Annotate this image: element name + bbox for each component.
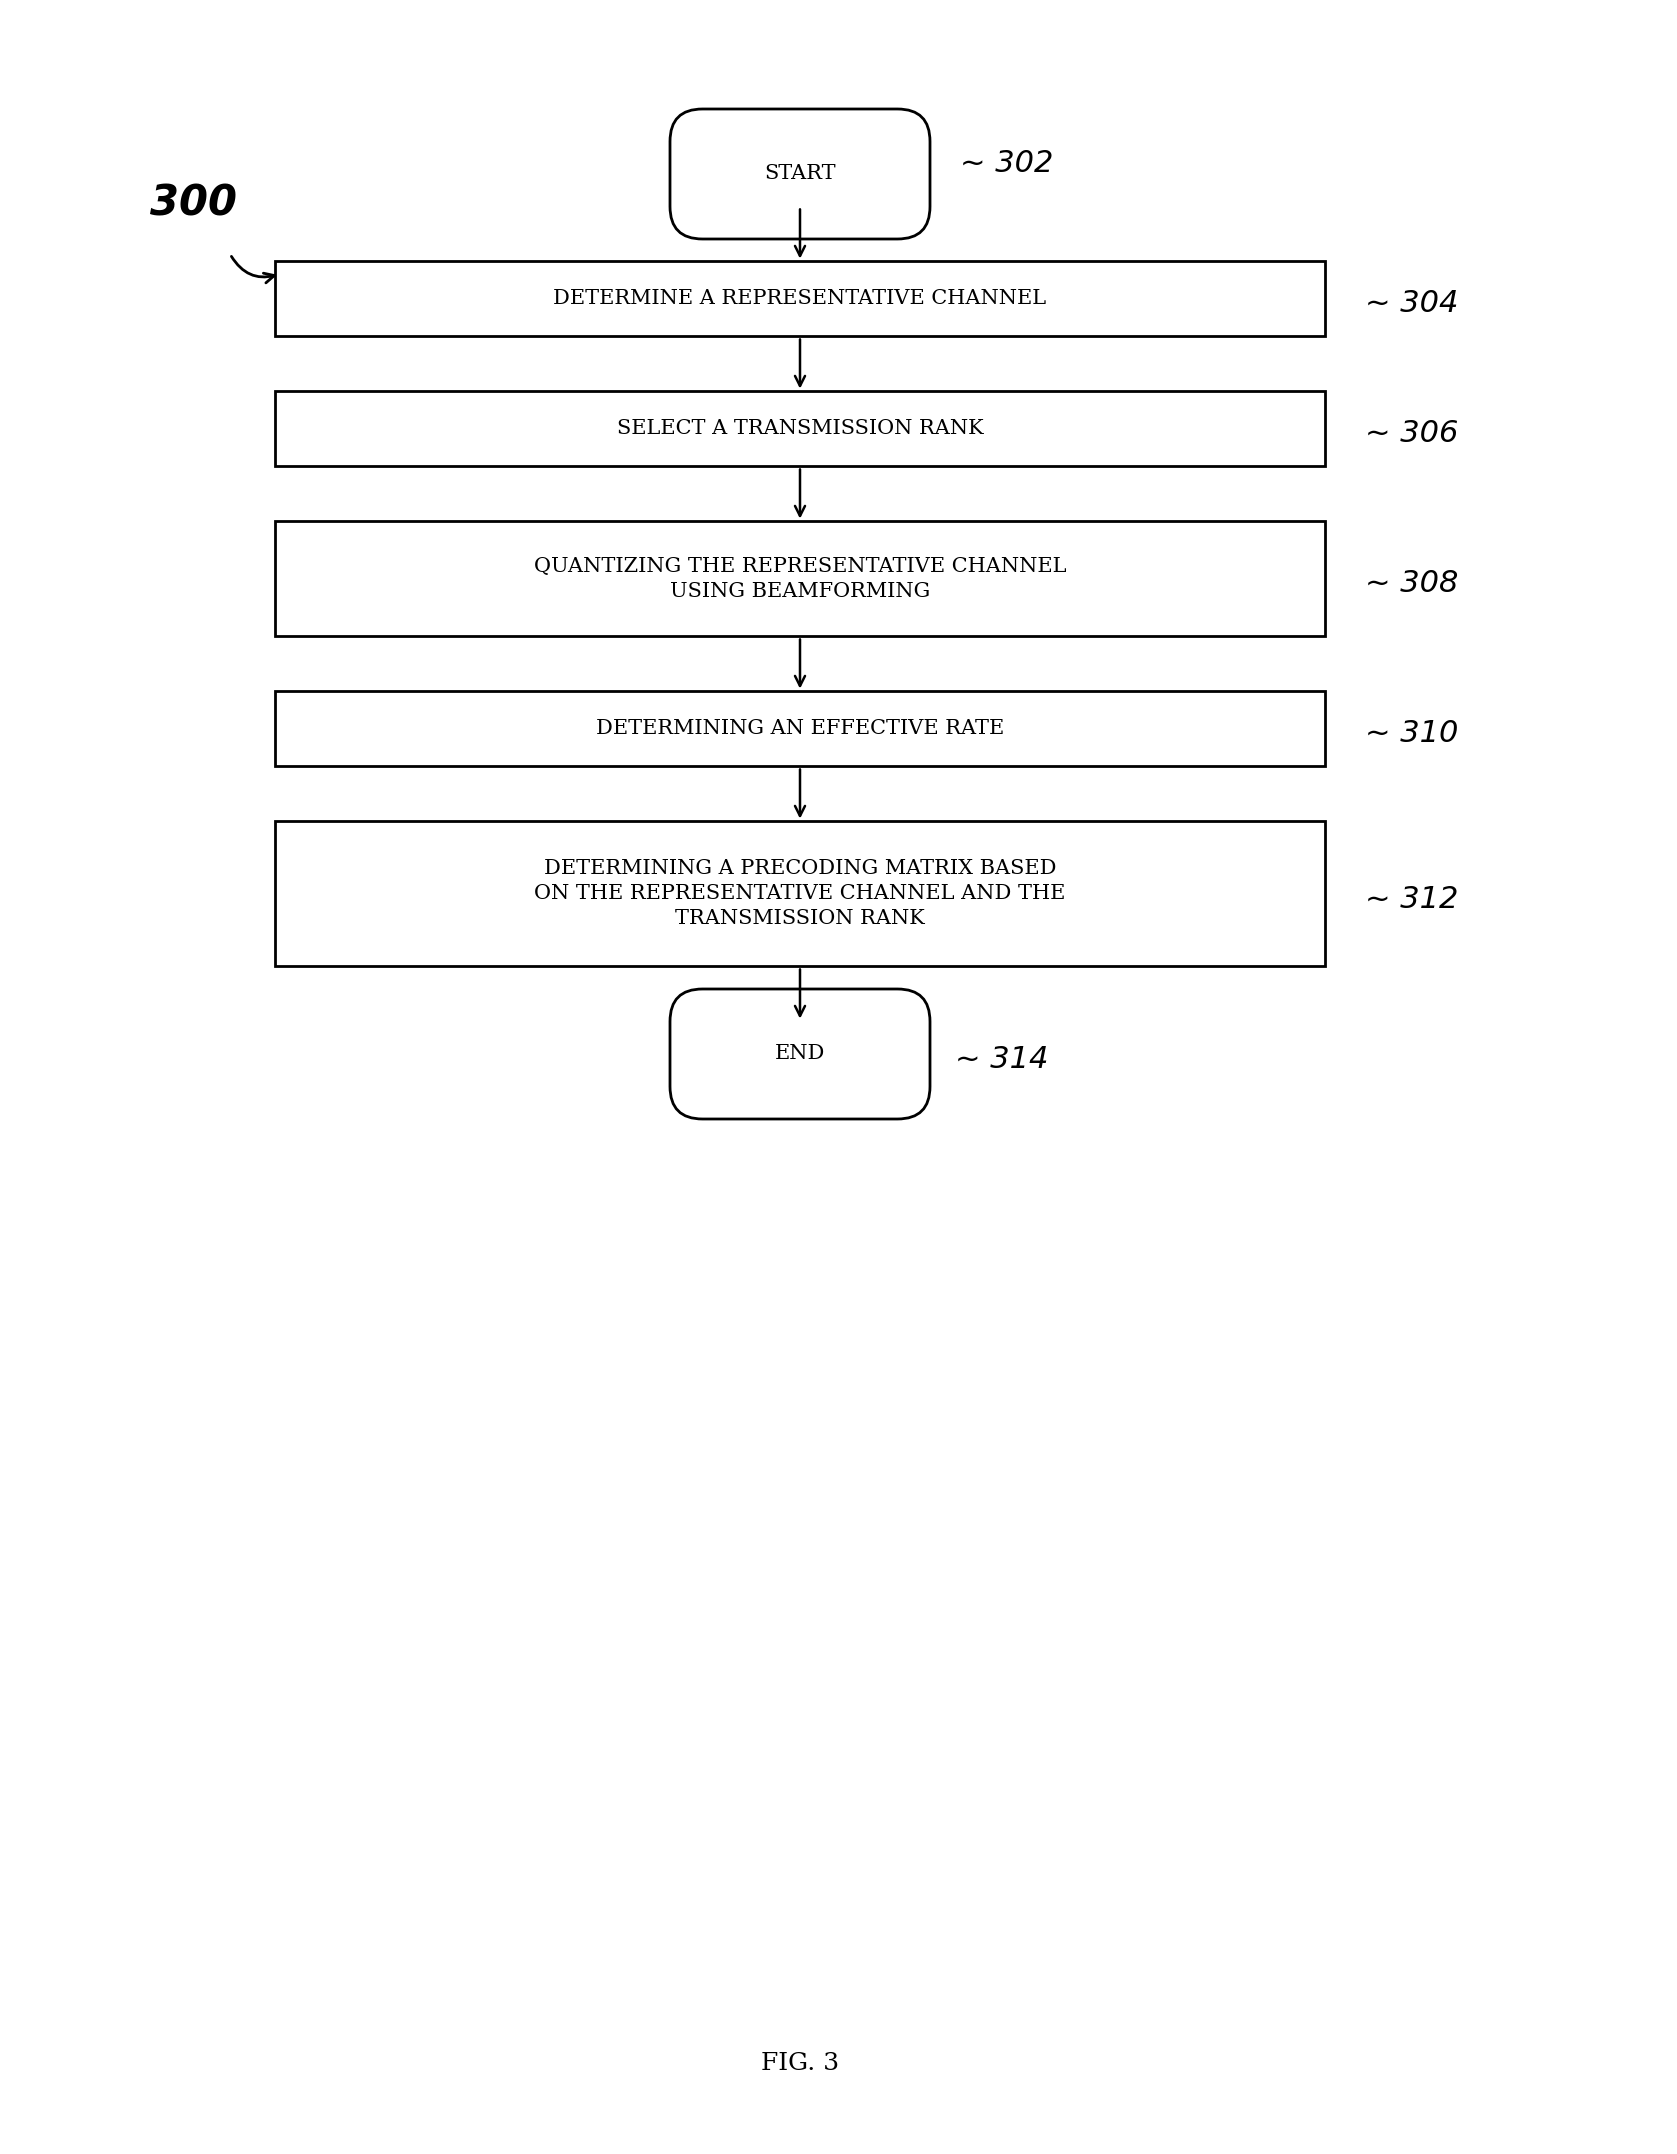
Text: ~ 302: ~ 302 <box>959 149 1053 179</box>
Text: ~ 304: ~ 304 <box>1365 289 1459 319</box>
Text: END: END <box>775 1045 825 1064</box>
Text: FIG. 3: FIG. 3 <box>761 2053 838 2076</box>
Text: ~ 312: ~ 312 <box>1365 885 1459 913</box>
Bar <box>275 261 1325 336</box>
Text: QUANTIZING THE REPRESENTATIVE CHANNEL
USING BEAMFORMING: QUANTIZING THE REPRESENTATIVE CHANNEL US… <box>533 558 1067 601</box>
Text: SELECT A TRANSMISSION RANK: SELECT A TRANSMISSION RANK <box>617 420 983 439</box>
Text: 300: 300 <box>149 183 236 224</box>
FancyBboxPatch shape <box>671 110 931 239</box>
Bar <box>275 691 1325 767</box>
Bar <box>275 821 1325 967</box>
Text: ~ 314: ~ 314 <box>954 1045 1048 1073</box>
Text: DETERMINING AN EFFECTIVE RATE: DETERMINING AN EFFECTIVE RATE <box>595 719 1005 739</box>
Text: START: START <box>765 164 835 183</box>
Text: DETERMINE A REPRESENTATIVE CHANNEL: DETERMINE A REPRESENTATIVE CHANNEL <box>553 289 1046 308</box>
Text: ~ 308: ~ 308 <box>1365 569 1459 599</box>
FancyBboxPatch shape <box>671 989 931 1118</box>
Text: DETERMINING A PRECODING MATRIX BASED
ON THE REPRESENTATIVE CHANNEL AND THE
TRANS: DETERMINING A PRECODING MATRIX BASED ON … <box>535 859 1065 928</box>
Text: ~ 306: ~ 306 <box>1365 420 1459 448</box>
Bar <box>275 521 1325 635</box>
Text: ~ 310: ~ 310 <box>1365 719 1459 747</box>
Bar <box>275 392 1325 467</box>
